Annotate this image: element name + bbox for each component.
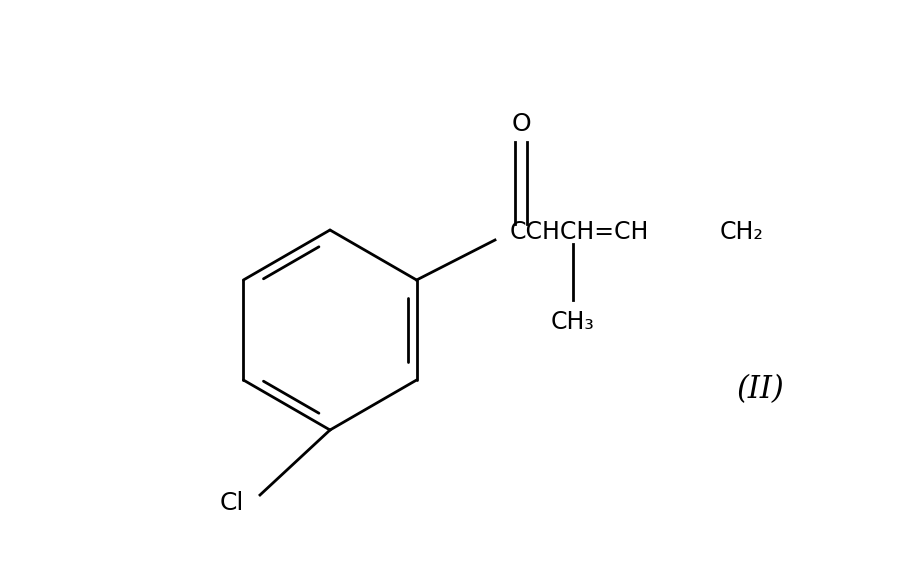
Text: O: O	[512, 112, 531, 136]
Text: Cl: Cl	[219, 491, 244, 515]
Text: (II): (II)	[736, 374, 784, 405]
Text: CH₂: CH₂	[720, 220, 764, 244]
Text: CH₃: CH₃	[551, 310, 595, 334]
Text: CCHCH=CH: CCHCH=CH	[510, 220, 649, 244]
